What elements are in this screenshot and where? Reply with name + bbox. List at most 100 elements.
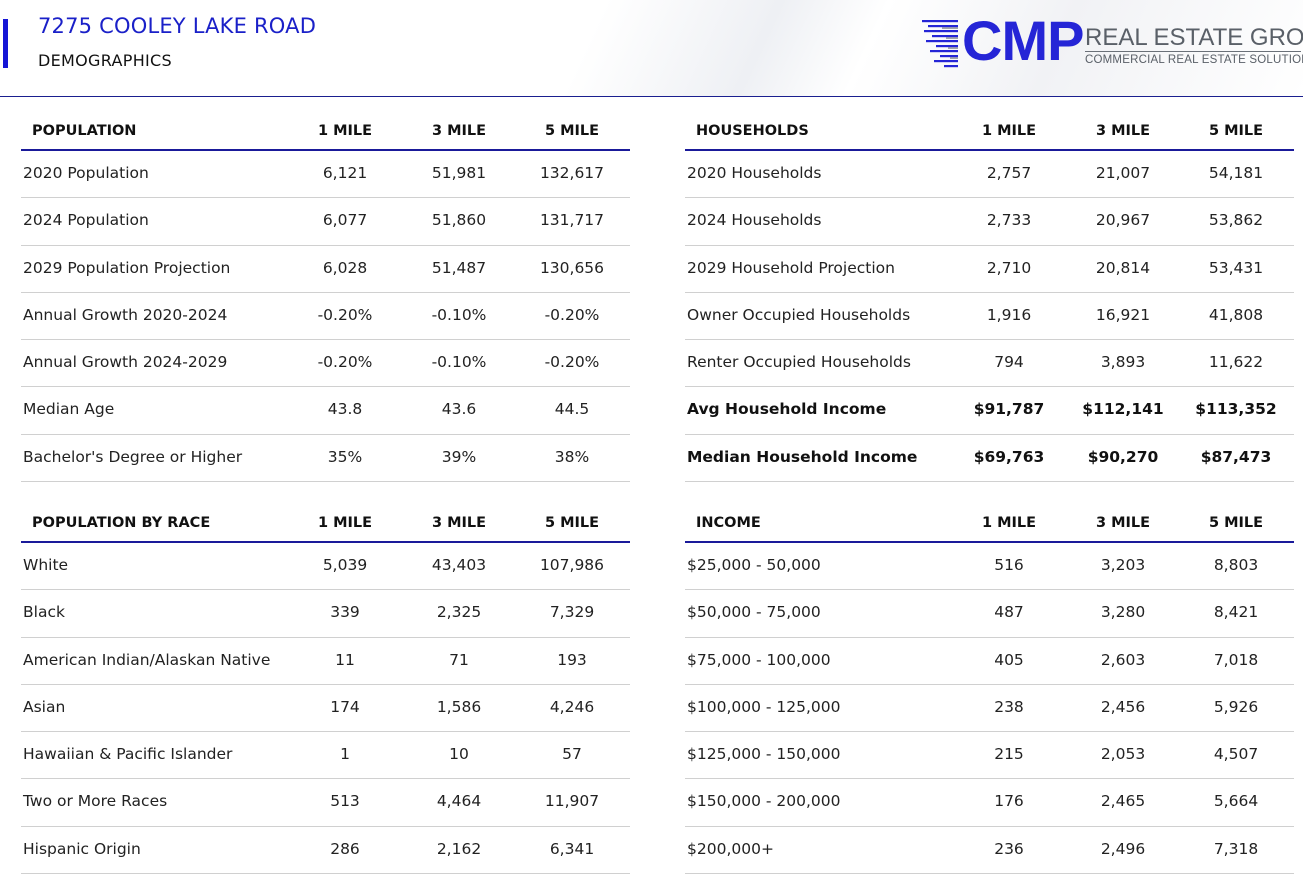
table-header: HOUSEHOLDS 1 MILE 3 MILE 5 MILE (685, 117, 1294, 151)
value-3-mile: 16,921 (1095, 305, 1151, 324)
value-3-mile: $112,141 (1082, 400, 1164, 419)
value-3-mile: 2,456 (1100, 697, 1146, 716)
column-header-3-mile: 3 MILE (1095, 123, 1151, 139)
row-label: Median Household Income (687, 447, 918, 466)
row-label: American Indian/Alaskan Native (23, 650, 271, 669)
row-label: 2020 Population (23, 164, 149, 182)
column-header-1-mile: 1 MILE (981, 515, 1037, 531)
table-row: $50,000 - 75,000 487 3,280 8,421 (685, 590, 1294, 638)
value-5-mile: 53,862 (1208, 211, 1264, 230)
column-header-3-mile: 3 MILE (431, 123, 487, 139)
value-5-mile: 7,329 (549, 603, 595, 622)
value-1-mile: -0.20% (317, 305, 373, 324)
value-1-mile: 286 (330, 839, 360, 858)
row-label: 2020 Households (687, 164, 822, 182)
table-row: $25,000 - 50,000 516 3,203 8,803 (685, 543, 1294, 591)
row-label: Hispanic Origin (23, 839, 141, 858)
logo-tagline: COMMERCIAL REAL ESTATE SOLUTIONS (1085, 54, 1303, 66)
row-label: $25,000 - 50,000 (687, 556, 821, 574)
value-1-mile: 215 (994, 745, 1024, 764)
value-3-mile: 2,053 (1100, 745, 1146, 764)
value-5-mile: 4,246 (549, 697, 595, 716)
value-3-mile: 71 (449, 650, 469, 669)
table-row: 2020 Households 2,757 21,007 54,181 (685, 151, 1294, 199)
value-1-mile: 6,121 (322, 164, 368, 182)
table-row: 2029 Population Projection 6,028 51,487 … (21, 246, 630, 293)
value-5-mile: 11,907 (544, 792, 600, 811)
value-3-mile: 21,007 (1095, 164, 1151, 182)
row-label: Annual Growth 2020-2024 (23, 305, 228, 324)
table-title: POPULATION (32, 123, 137, 139)
table-row: $150,000 - 200,000 176 2,465 5,664 (685, 779, 1294, 827)
table-row-highlight: Avg Household Income $91,787 $112,141 $1… (685, 387, 1294, 435)
value-3-mile: 43.6 (441, 400, 477, 419)
value-1-mile: 516 (994, 556, 1024, 574)
value-3-mile: 39% (441, 447, 477, 466)
table-row: $100,000 - 125,000 238 2,456 5,926 (685, 685, 1294, 733)
value-1-mile: 5,039 (322, 556, 368, 574)
table-row: Annual Growth 2024-2029 -0.20% -0.10% -0… (21, 340, 630, 388)
value-5-mile: 4,507 (1213, 745, 1259, 764)
table-row: Annual Growth 2020-2024 -0.20% -0.10% -0… (21, 293, 630, 341)
column-header-1-mile: 1 MILE (317, 515, 373, 531)
logo-divider (1085, 51, 1301, 52)
value-3-mile: -0.10% (431, 353, 487, 372)
value-5-mile: 57 (562, 745, 582, 764)
row-label: 2024 Population (23, 211, 149, 230)
value-1-mile: $91,787 (973, 400, 1045, 419)
value-1-mile: 794 (994, 353, 1024, 372)
value-1-mile: 35% (327, 447, 363, 466)
value-3-mile: 3,893 (1100, 353, 1146, 372)
value-5-mile: $113,352 (1195, 400, 1277, 419)
value-3-mile: 20,814 (1095, 258, 1151, 277)
value-1-mile: 405 (994, 650, 1024, 669)
column-header-3-mile: 3 MILE (1095, 515, 1151, 531)
page-subtitle: DEMOGRAPHICS (38, 51, 172, 70)
table-header: POPULATION 1 MILE 3 MILE 5 MILE (21, 117, 630, 151)
column-header-3-mile: 3 MILE (431, 515, 487, 531)
column-header-5-mile: 5 MILE (544, 123, 600, 139)
row-label: $50,000 - 75,000 (687, 603, 821, 622)
row-label: $75,000 - 100,000 (687, 650, 831, 669)
table-row: Hispanic Origin 286 2,162 6,341 (21, 827, 630, 875)
value-1-mile: 1,916 (986, 305, 1032, 324)
income-table: INCOME 1 MILE 3 MILE 5 MILE $25,000 - 50… (685, 509, 1294, 875)
logo-cmp-text: CMP (962, 9, 1084, 72)
column-header-5-mile: 5 MILE (1208, 123, 1264, 139)
value-5-mile: 132,617 (539, 164, 605, 182)
table-row: Two or More Races 513 4,464 11,907 (21, 779, 630, 827)
row-label: Renter Occupied Households (687, 353, 911, 372)
row-label: $100,000 - 125,000 (687, 697, 841, 716)
value-3-mile: 2,325 (436, 603, 482, 622)
row-label: Avg Household Income (687, 400, 887, 419)
value-1-mile: 6,028 (322, 258, 368, 277)
value-1-mile: 174 (330, 697, 360, 716)
row-label: Hawaiian & Pacific Islander (23, 745, 233, 764)
header-divider (0, 96, 1303, 97)
value-1-mile: 2,733 (986, 211, 1032, 230)
column-header-5-mile: 5 MILE (1208, 515, 1264, 531)
households-table: HOUSEHOLDS 1 MILE 3 MILE 5 MILE 2020 Hou… (685, 117, 1294, 483)
value-5-mile: -0.20% (544, 353, 600, 372)
column-header-5-mile: 5 MILE (544, 515, 600, 531)
value-5-mile: 41,808 (1208, 305, 1264, 324)
value-5-mile: 8,421 (1213, 603, 1259, 622)
column-header-1-mile: 1 MILE (981, 123, 1037, 139)
row-label: Two or More Races (23, 792, 168, 811)
value-3-mile: 1,586 (436, 697, 482, 716)
row-label: Owner Occupied Households (687, 305, 911, 324)
row-label: 2024 Households (687, 211, 822, 230)
value-5-mile: 53,431 (1208, 258, 1264, 277)
table-row: Renter Occupied Households 794 3,893 11,… (685, 340, 1294, 388)
table-row-highlight: Median Household Income $69,763 $90,270 … (685, 435, 1294, 483)
value-5-mile: 44.5 (554, 400, 590, 419)
table-row: $200,000+ 236 2,496 7,318 (685, 827, 1294, 875)
row-label: Black (23, 603, 65, 622)
row-label: Bachelor's Degree or Higher (23, 447, 243, 466)
value-3-mile: 10 (449, 745, 469, 764)
value-5-mile: 8,803 (1213, 556, 1259, 574)
value-1-mile: 487 (994, 603, 1024, 622)
value-5-mile: 131,717 (539, 211, 605, 230)
value-5-mile: 7,018 (1213, 650, 1259, 669)
value-3-mile: 51,487 (431, 258, 487, 277)
